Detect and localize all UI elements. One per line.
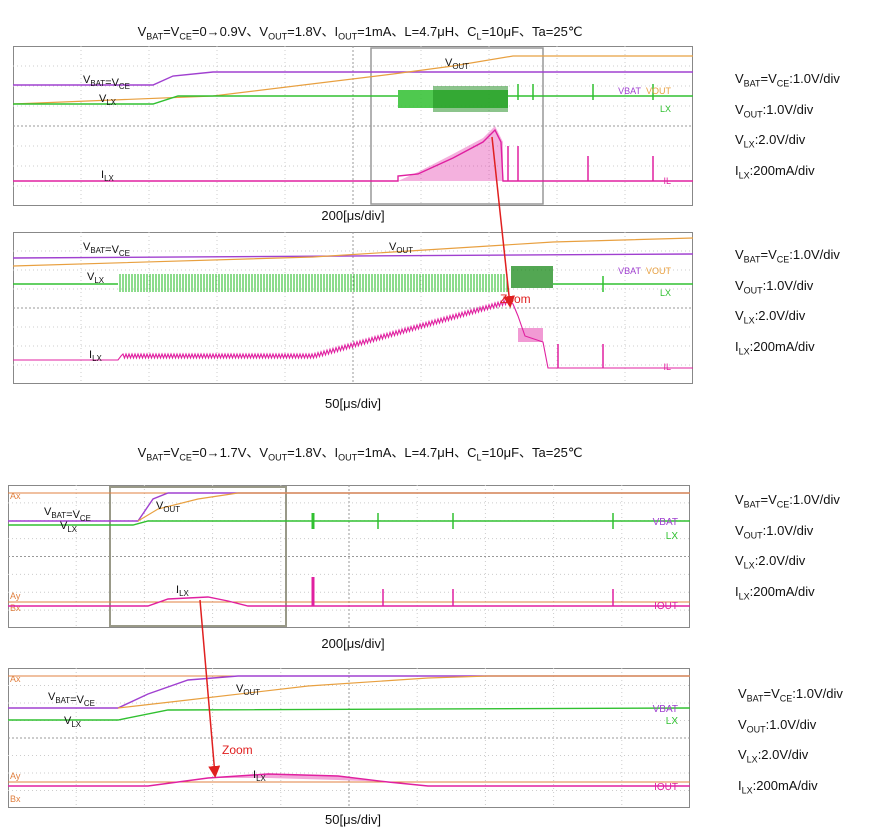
channel-tag: IL <box>663 176 671 186</box>
scale-item: VBAT=VCE:1.0V/div <box>738 686 843 704</box>
scale-item: VLX:2.0V/div <box>735 132 806 150</box>
label-vout: VOUT <box>445 57 469 71</box>
timebase-a2: 50[μs/div] <box>325 396 381 411</box>
figure-title-a: VBAT=VCE=0→0.9V、VOUT=1.8V、IOUT=1mA、L=4.7… <box>137 24 583 42</box>
scale-item: VBAT=VCE:1.0V/div <box>735 247 840 265</box>
trace-ilx <box>8 773 690 787</box>
figure-title-b: VBAT=VCE=0→1.7V、VOUT=1.8V、IOUT=1mA、L=4.7… <box>137 445 583 463</box>
scope-panel-a1: VBAT=VCE VOUT VLX ILX VBAT VOUT LX IL <box>13 46 693 206</box>
scale-item: VOUT:1.0V/div <box>735 277 814 296</box>
channel-tag: IOUT <box>654 782 678 793</box>
trace-ilx-fill <box>398 126 503 181</box>
ref-tag: Ax <box>10 674 21 684</box>
trace-vlx <box>8 520 690 526</box>
scale-legend-a2: VBAT=VCE:1.0V/div VOUT:1.0V/div VLX:2.0V/d… <box>735 242 840 364</box>
channel-tag: VBAT <box>618 86 641 96</box>
scale-item: VLX:2.0V/div <box>735 553 806 571</box>
scale-item: VBAT=VCE:1.0V/div <box>735 492 840 510</box>
timebase-a1: 200[μs/div] <box>321 208 385 223</box>
trace-ilx <box>13 297 693 369</box>
label-vout: VOUT <box>389 241 413 255</box>
channel-tag: LX <box>666 716 679 727</box>
label-vlx: VLX <box>87 271 105 285</box>
zoom-label-b: Zoom <box>222 743 253 757</box>
trace-vlx-burst <box>433 86 508 112</box>
timebase-b2: 50[μs/div] <box>325 812 381 827</box>
scale-item: ILX:200mA/div <box>735 583 815 602</box>
scale-legend-b1: VBAT=VCE:1.0V/div VOUT:1.0V/div VLX:2.0V/d… <box>735 487 840 609</box>
trace-vout <box>117 675 690 709</box>
label-ilx: ILX <box>101 169 114 183</box>
zoom-arrow-a <box>491 136 516 308</box>
trace-ilx-fill <box>208 774 388 782</box>
trace-vbat <box>8 675 690 709</box>
channel-tag: LX <box>666 531 679 542</box>
ref-tag: Ay <box>10 771 21 781</box>
scale-item: VOUT:1.0V/div <box>735 101 814 120</box>
zoom-label-a: Zoom <box>500 292 531 306</box>
channel-tag: VBAT <box>653 704 678 715</box>
ref-tag: Ay <box>10 591 21 601</box>
scale-legend-b2: VBAT=VCE:1.0V/div VOUT:1.0V/div VLX:2.0V/d… <box>738 681 843 803</box>
trace-vout <box>137 492 690 522</box>
label-vout: VOUT <box>156 500 180 514</box>
ref-tag: Ax <box>10 491 21 501</box>
label-vout: VOUT <box>236 683 260 697</box>
label-vlx: VLX <box>99 93 117 107</box>
scale-item: VBAT=VCE:1.0V/div <box>735 71 840 89</box>
channel-tag: VBAT <box>653 517 678 528</box>
label-vbat: VBAT=VCE <box>83 74 130 91</box>
ref-tag: Bx <box>10 603 21 613</box>
label-vlx: VLX <box>64 715 82 729</box>
trace-vout <box>13 237 693 267</box>
zoom-arrow-b <box>199 599 221 778</box>
timebase-b1: 200[μs/div] <box>321 636 385 651</box>
channel-tag: VOUT <box>646 266 672 276</box>
scope-panel-a2: VBAT=VCE VOUT VLX ILX VBAT VOUT LX IL <box>13 232 693 384</box>
trace-vlx <box>13 95 398 105</box>
label-vbat: VBAT=VCE <box>83 241 130 258</box>
scale-item: ILX:200mA/div <box>738 777 818 796</box>
zoom-window <box>370 47 544 205</box>
scale-item: VLX:2.0V/div <box>738 747 809 765</box>
scale-item: VOUT:1.0V/div <box>738 716 817 735</box>
label-vbat: VBAT=VCE <box>48 691 95 708</box>
zoom-window <box>109 486 287 627</box>
label-vbat: VBAT=VCE <box>44 506 91 523</box>
trace-vlx-burst <box>511 266 553 288</box>
label-ilx: ILX <box>89 349 102 363</box>
trace-vout <box>13 55 693 105</box>
channel-tag: VBAT <box>618 266 641 276</box>
scale-item: VLX:2.0V/div <box>735 308 806 326</box>
channel-tag: IL <box>663 362 671 372</box>
scale-item: ILX:200mA/div <box>735 338 815 357</box>
label-vlx: VLX <box>60 520 78 534</box>
trace-ilx <box>13 128 693 182</box>
ref-tag: Bx <box>10 794 21 804</box>
trace-vbat <box>13 71 693 86</box>
scale-item: VOUT:1.0V/div <box>735 522 814 541</box>
scope-panel-b1: Ax Ay Bx VBAT=VCE VOUT VLX ILX VBAT LX IOUT <box>8 485 690 628</box>
trace-vlx-switching <box>119 274 508 292</box>
label-ilx: ILX <box>253 769 266 783</box>
channel-tag: LX <box>660 104 671 114</box>
channel-tag: LX <box>660 288 671 298</box>
trace-vlx <box>8 707 690 721</box>
channel-tag: IOUT <box>654 601 678 612</box>
label-ilx: ILX <box>176 584 189 598</box>
scale-legend-a1: VBAT=VCE:1.0V/div VOUT:1.0V/div VLX:2.0V/d… <box>735 66 840 188</box>
channel-tag: VOUT <box>646 86 672 96</box>
trace-ilx-fill <box>518 328 543 342</box>
trace-vbat <box>13 253 693 259</box>
scale-item: ILX:200mA/div <box>735 162 815 181</box>
trace-ilx <box>8 596 690 607</box>
